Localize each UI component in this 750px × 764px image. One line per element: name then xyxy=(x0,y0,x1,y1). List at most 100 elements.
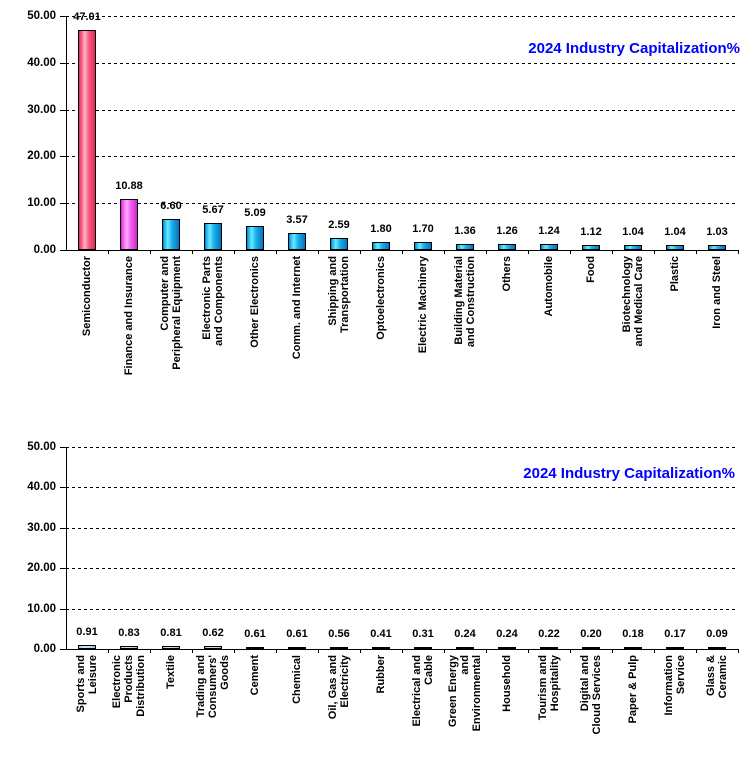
bar xyxy=(624,647,642,649)
bar xyxy=(246,646,264,649)
bar xyxy=(708,245,726,250)
category-label: Building Material and Construction xyxy=(453,256,477,348)
data-label: 0.61 xyxy=(286,627,308,640)
bar xyxy=(498,244,516,250)
x-axis-tick xyxy=(360,250,361,254)
y-axis-tick xyxy=(60,487,66,489)
gridline xyxy=(66,203,738,205)
x-axis-tick xyxy=(654,250,655,254)
bar xyxy=(540,647,558,649)
bar xyxy=(162,645,180,649)
y-axis-tick-label: 0.00 xyxy=(33,643,56,655)
category-label: Chemical xyxy=(291,655,303,704)
category-label: Cement xyxy=(249,655,261,696)
gridline xyxy=(66,608,738,610)
bar xyxy=(288,646,306,649)
x-axis-tick xyxy=(654,649,655,653)
x-axis-tick xyxy=(402,250,403,254)
gridline xyxy=(66,16,738,17)
y-axis-tick-label: 50.00 xyxy=(27,10,56,22)
category-label: Household xyxy=(501,655,513,712)
bar xyxy=(498,647,516,649)
x-axis-tick xyxy=(528,250,529,254)
x-axis-tick xyxy=(276,649,277,653)
data-label: 1.36 xyxy=(454,224,476,237)
data-label: 0.56 xyxy=(328,627,350,640)
category-label: Optoelectronics xyxy=(375,256,387,340)
data-label: 0.81 xyxy=(160,626,182,639)
y-axis-tick xyxy=(60,527,66,529)
bar xyxy=(582,647,600,649)
x-axis-tick xyxy=(528,649,529,653)
y-axis-tick xyxy=(60,156,66,158)
gridline xyxy=(66,487,738,489)
data-label: 0.31 xyxy=(412,628,434,640)
x-axis-tick xyxy=(360,649,361,653)
y-axis-tick-label: 30.00 xyxy=(27,103,56,116)
data-label: 0.20 xyxy=(580,628,602,640)
bar xyxy=(78,645,96,649)
bar xyxy=(120,645,138,649)
x-axis-tick xyxy=(612,250,613,254)
x-axis-tick xyxy=(234,649,235,653)
category-label: Shipping and Transportation xyxy=(327,256,351,334)
category-label: Textile xyxy=(165,655,177,690)
top-capitalization-chart: 2024 Industry Capitalization% 50.00 40.00… xyxy=(27,10,740,376)
category-label: Electronic Parts and Components xyxy=(201,256,225,346)
y-axis-line xyxy=(66,447,67,649)
x-axis-tick xyxy=(738,649,739,653)
data-label: 0.22 xyxy=(538,628,560,640)
category-label: Electrical and Cable xyxy=(411,655,435,727)
data-label: 1.03 xyxy=(706,226,728,239)
data-label: 1.80 xyxy=(370,222,392,235)
category-label: Automobile xyxy=(543,256,555,317)
data-label: 0.91 xyxy=(76,626,98,639)
category-label: Semiconductor xyxy=(81,256,93,337)
data-label: 1.24 xyxy=(538,225,560,238)
y-axis-tick-label: 10.00 xyxy=(27,602,56,615)
data-label: 0.24 xyxy=(496,628,518,640)
data-label: 0.62 xyxy=(202,627,224,640)
y-axis-tick xyxy=(60,649,66,650)
category-label: Other Electronics xyxy=(249,256,261,348)
x-axis-tick xyxy=(612,649,613,653)
data-label: 1.04 xyxy=(622,226,644,239)
bar xyxy=(414,242,432,250)
category-label: Digital and Cloud Services xyxy=(579,655,603,735)
gridline xyxy=(66,109,738,111)
gridline xyxy=(66,568,738,570)
data-label: 47.01 xyxy=(73,10,101,23)
bar xyxy=(330,646,348,649)
x-axis-tick xyxy=(696,250,697,254)
category-label: Tourism and Hospitality xyxy=(537,655,561,721)
category-label: Iron and Steel xyxy=(711,256,723,329)
category-label: Others xyxy=(501,256,513,292)
y-axis-tick-label: 40.00 xyxy=(27,56,56,69)
chart-title: 2024 Industry Capitalization% xyxy=(523,465,735,482)
y-axis-line xyxy=(66,16,67,250)
x-axis-tick xyxy=(486,250,487,254)
bar xyxy=(246,226,264,250)
data-label: 1.26 xyxy=(496,225,518,238)
data-label: 0.83 xyxy=(118,626,140,639)
x-axis-tick xyxy=(192,649,193,653)
data-label: 2.59 xyxy=(328,218,350,231)
category-label: Electric Machinery xyxy=(417,256,429,354)
y-axis-tick-label: 10.00 xyxy=(27,197,56,210)
x-axis-tick xyxy=(150,649,151,653)
x-axis-tick xyxy=(276,250,277,254)
y-axis-tick xyxy=(60,109,66,111)
y-axis-tick xyxy=(60,568,66,570)
category-label: Biotechnology and Medical Care xyxy=(621,256,645,347)
category-label: Information Service xyxy=(663,655,687,716)
category-label: Rubber xyxy=(375,655,387,694)
data-label: 10.88 xyxy=(115,180,143,193)
category-label: Finance and Insurance xyxy=(123,256,135,376)
bar xyxy=(204,646,222,649)
y-axis-tick-label: 20.00 xyxy=(27,150,56,163)
data-label: 6.60 xyxy=(160,200,182,213)
category-label: Plastic xyxy=(669,256,681,292)
y-axis-tick xyxy=(60,16,66,17)
y-axis-tick-label: 40.00 xyxy=(27,481,56,494)
x-axis-tick xyxy=(486,649,487,653)
